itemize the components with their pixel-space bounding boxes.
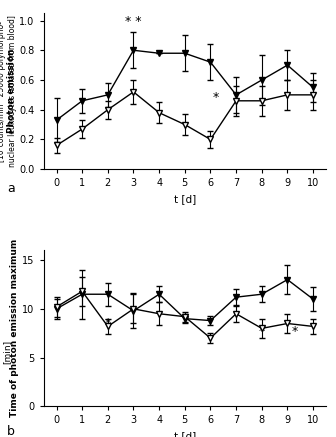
Text: [10⁶counts/min · 25000 polymorpho-
nuclear leukocytes isolated from blood]: [10⁶counts/min · 25000 polymorpho- nucle…: [0, 15, 17, 167]
Text: a: a: [7, 182, 15, 194]
Text: b: b: [7, 425, 15, 437]
Text: [min]: [min]: [2, 340, 11, 364]
X-axis label: t [d]: t [d]: [174, 194, 196, 204]
Text: *: *: [259, 325, 265, 338]
Text: *: *: [212, 91, 219, 104]
Text: * *: * *: [125, 15, 142, 28]
Y-axis label: Photon emission: Photon emission: [7, 49, 16, 133]
Text: *: *: [105, 317, 111, 330]
X-axis label: t [d]: t [d]: [174, 431, 196, 437]
Text: *: *: [292, 325, 298, 338]
Y-axis label: Time of photon emission maximum: Time of photon emission maximum: [10, 239, 19, 417]
